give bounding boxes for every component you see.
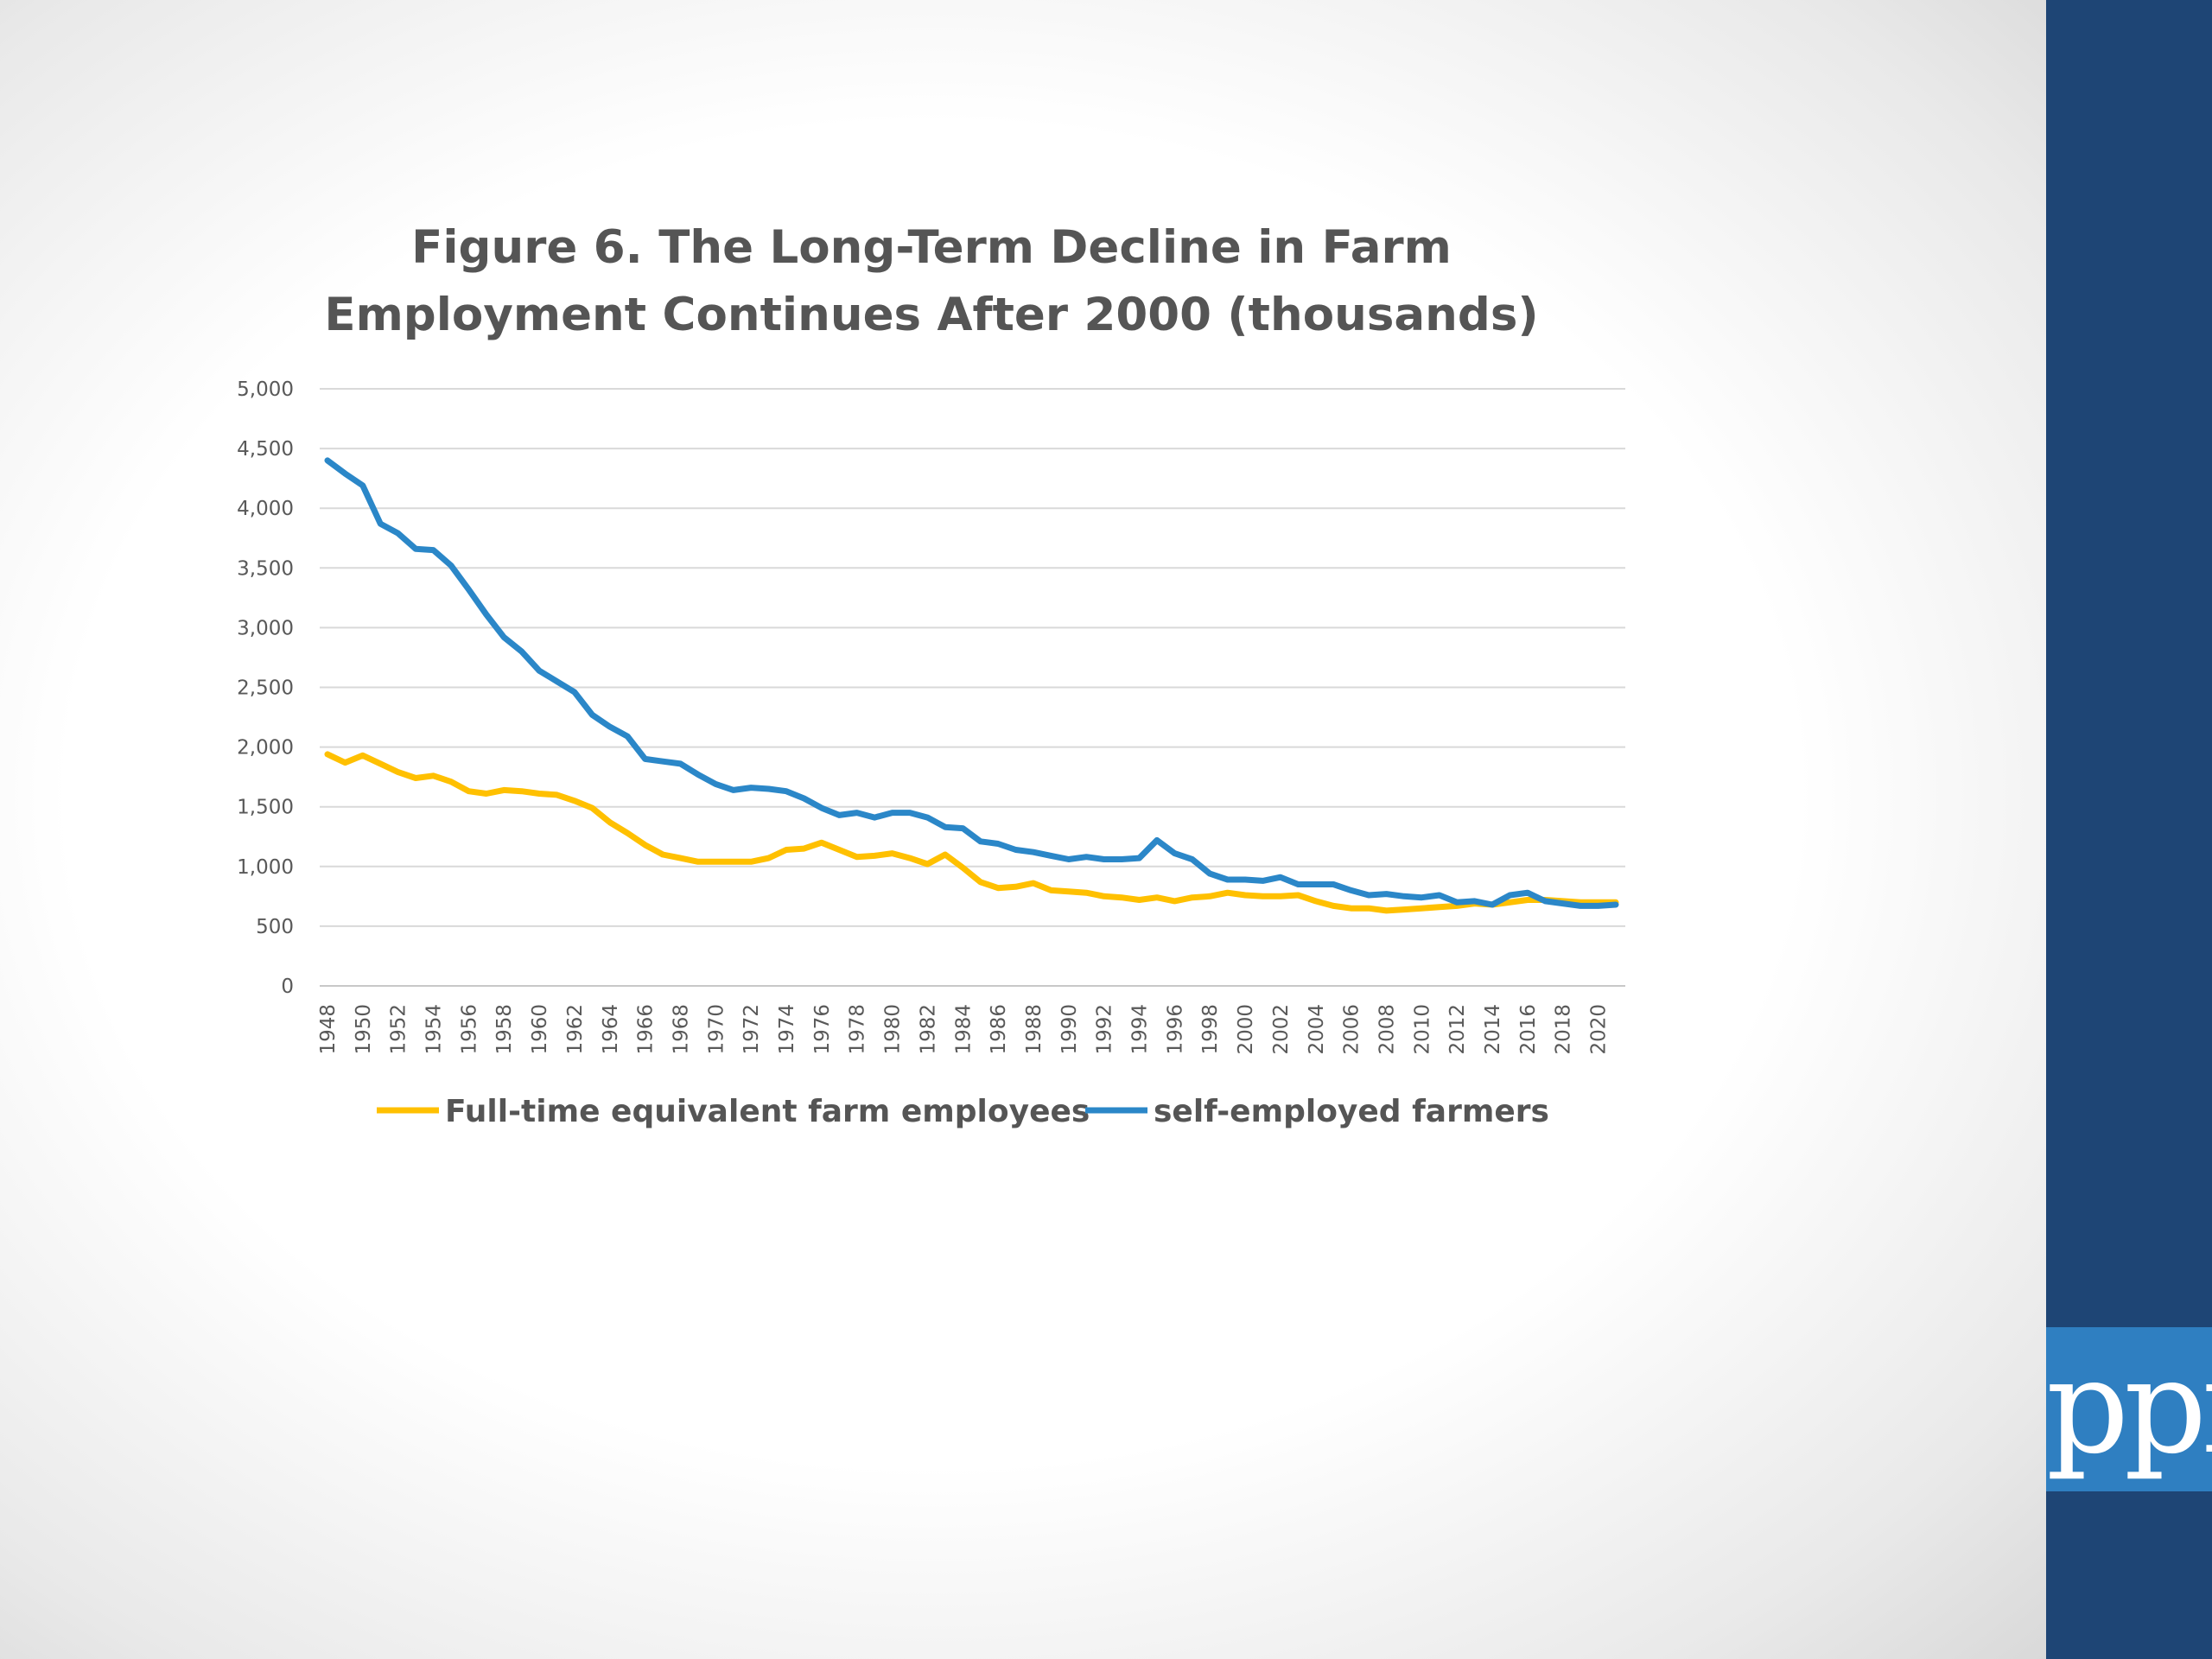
y-tick-label: 2,000 [237,737,294,760]
x-tick-label: 2010 [1411,1004,1433,1055]
ppi-logo: ppi [2046,1327,2212,1491]
x-tick-label: 1974 [776,1004,798,1055]
x-tick-label: 1988 [1023,1004,1046,1055]
legend: Full-time equivalent farm employees self-… [377,1094,1549,1129]
y-tick-label: 1,500 [237,797,294,819]
x-tick-label: 2014 [1482,1004,1504,1055]
x-axis-ticks: 1948 1950 1952 1954 1956 1958 1960 1962 1964 1966… [317,1004,1611,1055]
x-tick-label: 1976 [811,1004,834,1055]
y-tick-label: 0 [281,976,294,998]
x-tick-label: 2004 [1306,1004,1328,1055]
y-tick-label: 500 [256,916,294,938]
y-tick-label: 3,000 [237,617,294,639]
x-tick-label: 1984 [952,1004,975,1055]
y-tick-label: 4,500 [237,438,294,461]
chart: 0 500 1,000 1,500 2,000 2,500 3,000 3,500 4,000 4… [237,378,1625,1129]
x-tick-label: 2020 [1588,1004,1611,1055]
x-tick-label: 2012 [1446,1004,1469,1055]
x-tick-label: 1972 [741,1004,763,1055]
x-tick-label: 1982 [917,1004,939,1055]
y-tick-label: 3,500 [237,557,294,580]
x-tick-label: 1980 [882,1004,905,1055]
series-lines [324,457,1619,914]
y-axis-ticks: 0 500 1,000 1,500 2,000 2,500 3,000 3,500 4,000 4… [237,378,294,998]
x-tick-label: 2006 [1341,1004,1363,1055]
x-tick-label: 1992 [1094,1004,1116,1055]
x-tick-label: 1950 [353,1004,375,1055]
x-tick-label: 2016 [1517,1004,1540,1055]
x-tick-label: 1970 [705,1004,728,1055]
x-tick-label: 1952 [388,1004,410,1055]
x-tick-label: 1996 [1164,1004,1186,1055]
x-tick-label: 1948 [317,1004,340,1055]
y-tick-label: 4,000 [237,498,294,520]
x-tick-label: 2000 [1235,1004,1257,1055]
series-line [324,751,1619,914]
x-tick-label: 1958 [493,1004,516,1055]
gridlines [320,388,1625,987]
x-tick-label: 1994 [1129,1004,1152,1055]
x-tick-label: 2008 [1376,1004,1398,1055]
legend-label: self-employed farmers [1154,1094,1549,1129]
y-tick-label: 5,000 [237,378,294,401]
y-tick-label: 2,500 [237,677,294,700]
chart-title: Figure 6. The Long-Term Decline in Farm … [324,221,1539,341]
x-tick-label: 1956 [458,1004,480,1055]
x-tick-label: 1998 [1199,1004,1222,1055]
slide-background [0,0,2046,1659]
x-tick-label: 1964 [600,1004,622,1055]
x-tick-label: 1954 [423,1004,446,1055]
x-tick-label: 1966 [635,1004,658,1055]
series-line [324,457,1619,909]
x-tick-label: 1986 [988,1004,1010,1055]
x-tick-label: 1990 [1058,1004,1081,1055]
x-tick-label: 1968 [670,1004,692,1055]
ppi-logo-text: ppi [2046,1332,2212,1483]
x-tick-label: 2002 [1270,1004,1293,1055]
legend-label: Full-time equivalent farm employees [445,1094,1090,1129]
x-tick-label: 1960 [529,1004,551,1055]
x-tick-label: 1962 [564,1004,587,1055]
x-tick-label: 2018 [1553,1004,1575,1055]
y-tick-label: 1,000 [237,856,294,879]
x-tick-label: 1978 [847,1004,869,1055]
